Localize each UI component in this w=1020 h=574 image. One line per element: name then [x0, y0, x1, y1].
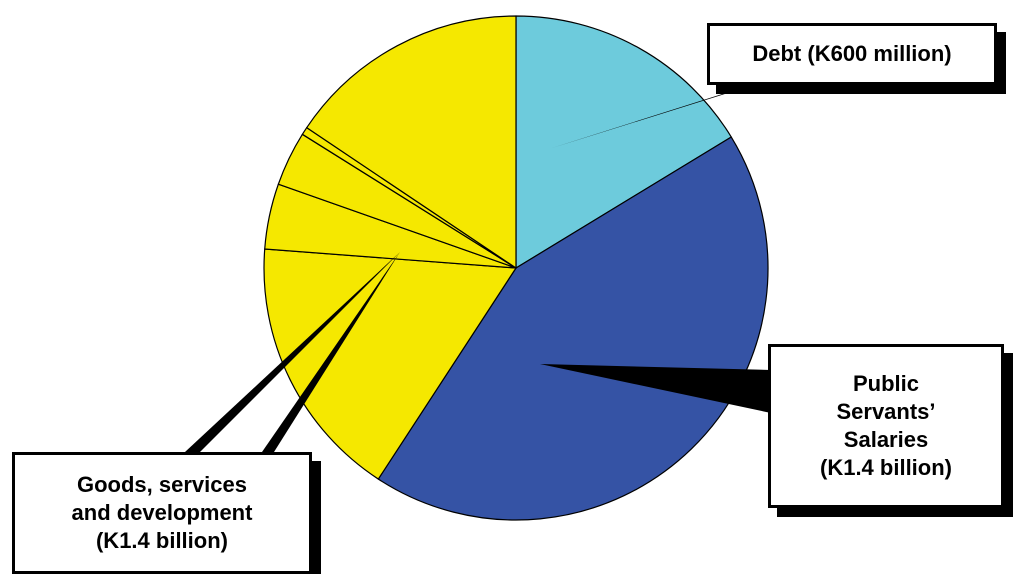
debt-label: Debt (K600 million) [752, 41, 952, 66]
debt-leader [552, 83, 760, 148]
goods-label-line-3: (K1.4 billion) [95, 528, 228, 553]
salaries-label-line-1: Public [852, 371, 919, 396]
goods-leader-2 [262, 252, 400, 452]
debt-label-box: Debt (K600 million) [707, 23, 997, 85]
pie-slice-2 [377, 136, 769, 521]
salaries-leader [540, 364, 771, 413]
salaries-label-line-4: (K1.4 billion) [820, 455, 952, 480]
callout-leaders [185, 83, 771, 452]
pie-slices [263, 15, 769, 521]
pie-slice-3 [263, 248, 517, 480]
goods-leader-1 [185, 252, 400, 452]
goods-label-line-2: and development [71, 500, 253, 525]
salaries-label-line-3: Salaries [843, 427, 929, 452]
salaries-label-line-2: Servants’ [836, 399, 936, 424]
goods-label-line-1: Goods, services [77, 472, 247, 497]
goods-label-box: Goods, services and development (K1.4 bi… [12, 452, 312, 574]
pie-slice-1 [515, 15, 732, 269]
pie-slice-7 [306, 15, 517, 269]
salaries-label-box: Public Servants’ Salaries (K1.4 billion) [768, 344, 1004, 508]
